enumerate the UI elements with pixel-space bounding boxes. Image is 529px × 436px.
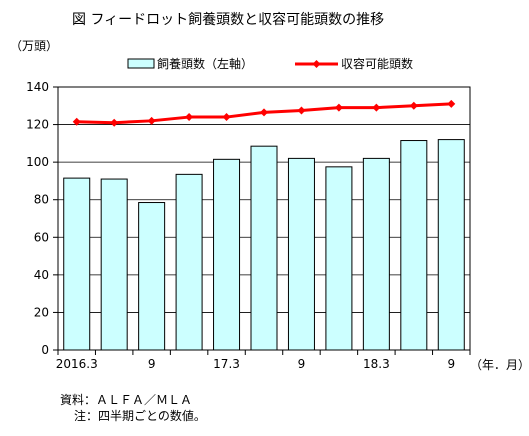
line-marker xyxy=(147,116,156,125)
legend: 飼養頭数（左軸） 収容可能頭数 xyxy=(127,56,413,71)
y-tick-label: 100 xyxy=(26,155,49,169)
x-tick-label: 18.3 xyxy=(363,357,390,371)
line-series xyxy=(72,99,456,127)
line-marker xyxy=(260,108,268,117)
bar-series xyxy=(63,139,465,351)
x-tick-label: 9 xyxy=(447,357,455,371)
x-tick-label: 9 xyxy=(148,357,156,371)
line-marker xyxy=(110,118,119,127)
bar xyxy=(400,140,428,351)
y-tick-label: 20 xyxy=(34,305,49,319)
y-tick-label: 140 xyxy=(26,80,49,94)
bar xyxy=(437,139,465,351)
legend-swatch-bar xyxy=(127,58,155,69)
line-marker xyxy=(72,117,81,126)
bar xyxy=(325,166,353,351)
bar xyxy=(63,177,91,351)
bar xyxy=(175,173,203,351)
bar xyxy=(287,157,315,351)
bar xyxy=(250,145,278,351)
footnote: 注：四半期ごとの数値。 xyxy=(74,409,206,423)
y-tick-label: 0 xyxy=(41,343,49,357)
x-tick-label: 9 xyxy=(298,357,306,371)
axes xyxy=(53,86,471,355)
bar xyxy=(213,158,241,351)
bar xyxy=(138,202,166,351)
line-marker xyxy=(185,113,194,122)
chart-title: 図 フィードロット飼養頭数と収容可能頭数の推移 xyxy=(72,11,384,28)
x-tick-labels: 2016.3 9 17.3 9 18.3 9 xyxy=(56,357,455,371)
y-tick-labels: 0 20 40 60 80 100 120 140 xyxy=(26,80,49,357)
y-tick-label: 40 xyxy=(34,268,49,282)
x-tick-label: 2016.3 xyxy=(56,357,98,371)
legend-label-line: 収容可能頭数 xyxy=(341,56,413,71)
line-marker xyxy=(297,106,306,115)
y-tick-label: 60 xyxy=(34,230,49,244)
plot-frame xyxy=(57,86,471,351)
y-tick-label: 80 xyxy=(34,193,49,207)
line-marker xyxy=(409,101,418,110)
line-marker xyxy=(372,103,381,112)
legend-label-bar: 飼養頭数（左軸） xyxy=(157,56,253,71)
legend-swatch-marker xyxy=(312,60,321,68)
line-marker xyxy=(222,113,231,122)
source-note: 資料：ＡＬＦＡ／ＭＬＡ xyxy=(60,393,193,407)
bar xyxy=(100,178,128,351)
x-tick-label: 17.3 xyxy=(213,357,240,371)
y-axis-unit-label: （万頭） xyxy=(10,39,58,53)
bar xyxy=(362,157,390,351)
line-marker xyxy=(447,99,456,108)
line-marker xyxy=(334,103,343,112)
x-axis-unit-label: （年．月） xyxy=(470,358,529,372)
y-tick-label: 120 xyxy=(26,118,49,132)
